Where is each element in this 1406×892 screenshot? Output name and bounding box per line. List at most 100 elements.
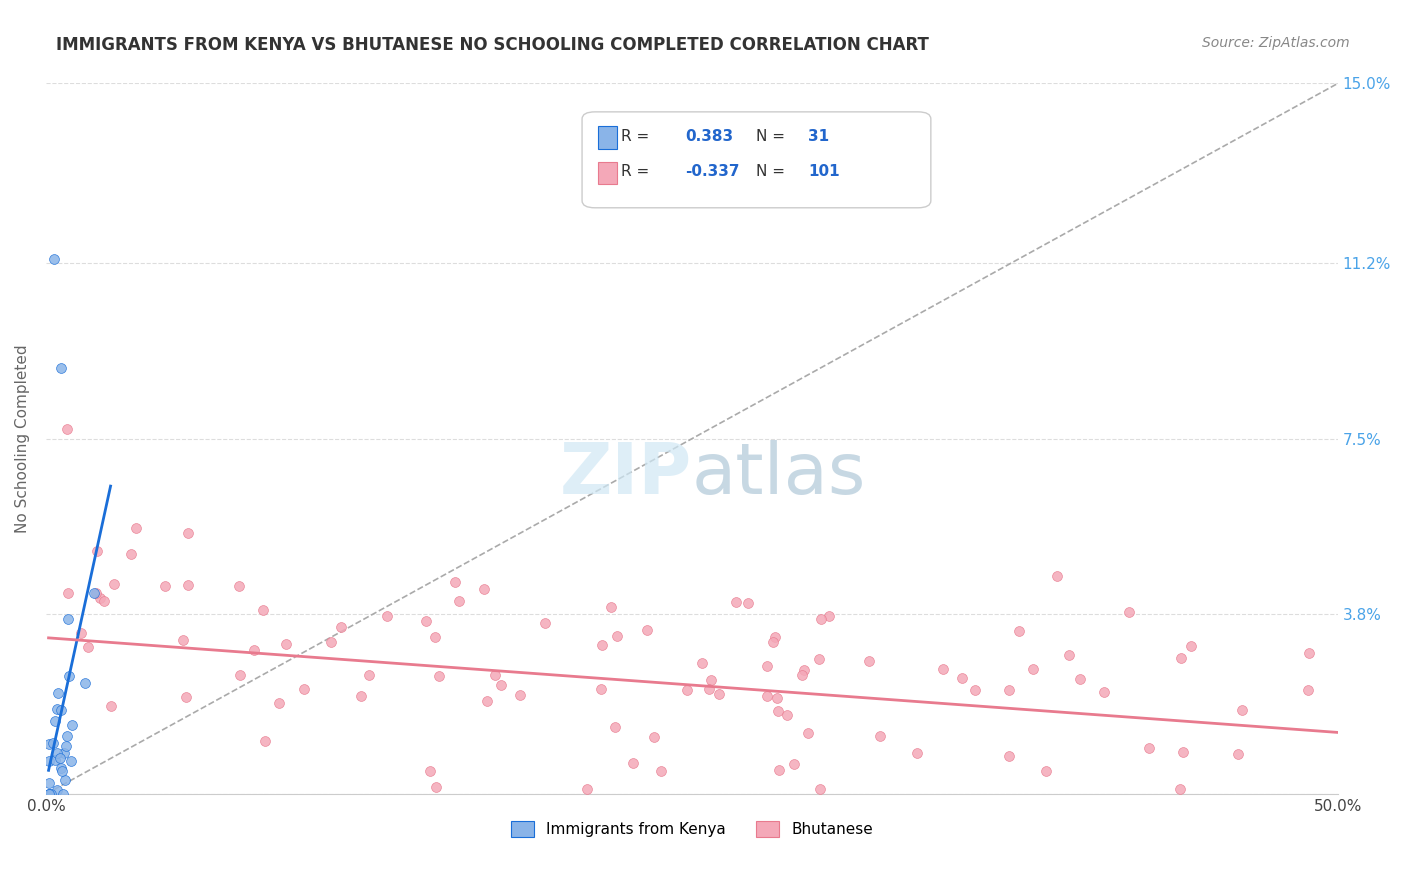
Point xyxy=(172,633,194,648)
Text: R =: R = xyxy=(621,164,654,179)
Point xyxy=(252,603,274,617)
Point xyxy=(808,782,831,797)
Point xyxy=(443,574,465,589)
Point xyxy=(73,675,96,690)
Point xyxy=(783,756,806,771)
Point xyxy=(177,526,200,541)
Point xyxy=(125,521,148,535)
Point xyxy=(38,738,60,752)
Point xyxy=(599,599,621,614)
Point xyxy=(998,749,1021,764)
Point xyxy=(793,663,815,677)
Text: N =: N = xyxy=(756,164,790,179)
Text: R =: R = xyxy=(621,129,654,145)
Point xyxy=(292,682,315,697)
Point xyxy=(60,717,83,731)
Point xyxy=(38,787,60,801)
Point xyxy=(1180,639,1202,653)
Point xyxy=(46,686,69,700)
Point xyxy=(932,662,955,676)
Point xyxy=(58,669,80,683)
Point xyxy=(575,782,598,797)
FancyBboxPatch shape xyxy=(582,112,931,208)
Point xyxy=(243,643,266,657)
Point xyxy=(38,787,60,801)
Point xyxy=(650,764,672,778)
Point xyxy=(44,754,66,768)
Point xyxy=(1171,745,1194,759)
Point xyxy=(869,729,891,743)
Point xyxy=(423,630,446,644)
Point xyxy=(49,703,72,717)
Point xyxy=(229,668,252,682)
Point xyxy=(51,764,73,779)
Point xyxy=(737,596,759,610)
Point xyxy=(699,673,721,688)
Text: Source: ZipAtlas.com: Source: ZipAtlas.com xyxy=(1202,36,1350,50)
Point xyxy=(643,730,665,744)
Point xyxy=(100,699,122,714)
Point xyxy=(89,591,111,605)
Point xyxy=(605,720,627,734)
Point xyxy=(690,657,713,671)
Point xyxy=(1021,663,1043,677)
Point xyxy=(1094,684,1116,698)
Point xyxy=(1226,747,1249,761)
Text: 101: 101 xyxy=(808,164,839,179)
Text: IMMIGRANTS FROM KENYA VS BHUTANESE NO SCHOOLING COMPLETED CORRELATION CHART: IMMIGRANTS FROM KENYA VS BHUTANESE NO SC… xyxy=(56,36,929,54)
Point xyxy=(952,671,974,685)
Point xyxy=(790,668,813,682)
Point xyxy=(274,637,297,651)
Point xyxy=(621,756,644,770)
Point xyxy=(38,776,60,790)
Point xyxy=(55,422,77,436)
Point xyxy=(472,582,495,596)
Point xyxy=(49,761,72,775)
Point xyxy=(1046,569,1069,583)
Point xyxy=(606,629,628,643)
Point xyxy=(38,754,60,768)
Point xyxy=(120,547,142,561)
Y-axis label: No Schooling Completed: No Schooling Completed xyxy=(15,344,30,533)
Point xyxy=(177,578,200,592)
Point xyxy=(1035,764,1057,779)
Point xyxy=(997,682,1019,697)
Point xyxy=(1069,672,1091,686)
Point xyxy=(636,623,658,637)
Point xyxy=(818,609,841,624)
Point xyxy=(419,764,441,778)
Point xyxy=(675,683,697,698)
Point xyxy=(46,746,69,760)
Point xyxy=(963,682,986,697)
Text: ZIP: ZIP xyxy=(560,440,692,508)
Point xyxy=(1296,682,1319,697)
Point xyxy=(425,780,447,795)
Point xyxy=(38,787,60,801)
Point xyxy=(52,787,75,801)
Point xyxy=(534,616,557,631)
Point xyxy=(707,687,730,701)
Text: -0.337: -0.337 xyxy=(685,164,740,179)
Point xyxy=(103,576,125,591)
Point xyxy=(797,726,820,740)
Point xyxy=(427,669,450,683)
Point xyxy=(329,620,352,634)
Point xyxy=(375,608,398,623)
Point xyxy=(56,729,79,743)
Legend: Immigrants from Kenya, Bhutanese: Immigrants from Kenya, Bhutanese xyxy=(505,815,879,843)
Point xyxy=(1118,606,1140,620)
Point xyxy=(46,702,69,716)
Point xyxy=(1230,703,1253,717)
Point xyxy=(766,691,789,706)
Point xyxy=(42,252,65,266)
Point xyxy=(77,640,100,655)
Point xyxy=(776,707,799,722)
Point xyxy=(350,690,373,704)
Point xyxy=(1170,651,1192,665)
Point xyxy=(49,750,72,764)
Point xyxy=(42,736,65,750)
Point xyxy=(489,678,512,692)
Text: atlas: atlas xyxy=(692,440,866,508)
Point xyxy=(589,682,612,697)
Point xyxy=(1168,782,1191,797)
